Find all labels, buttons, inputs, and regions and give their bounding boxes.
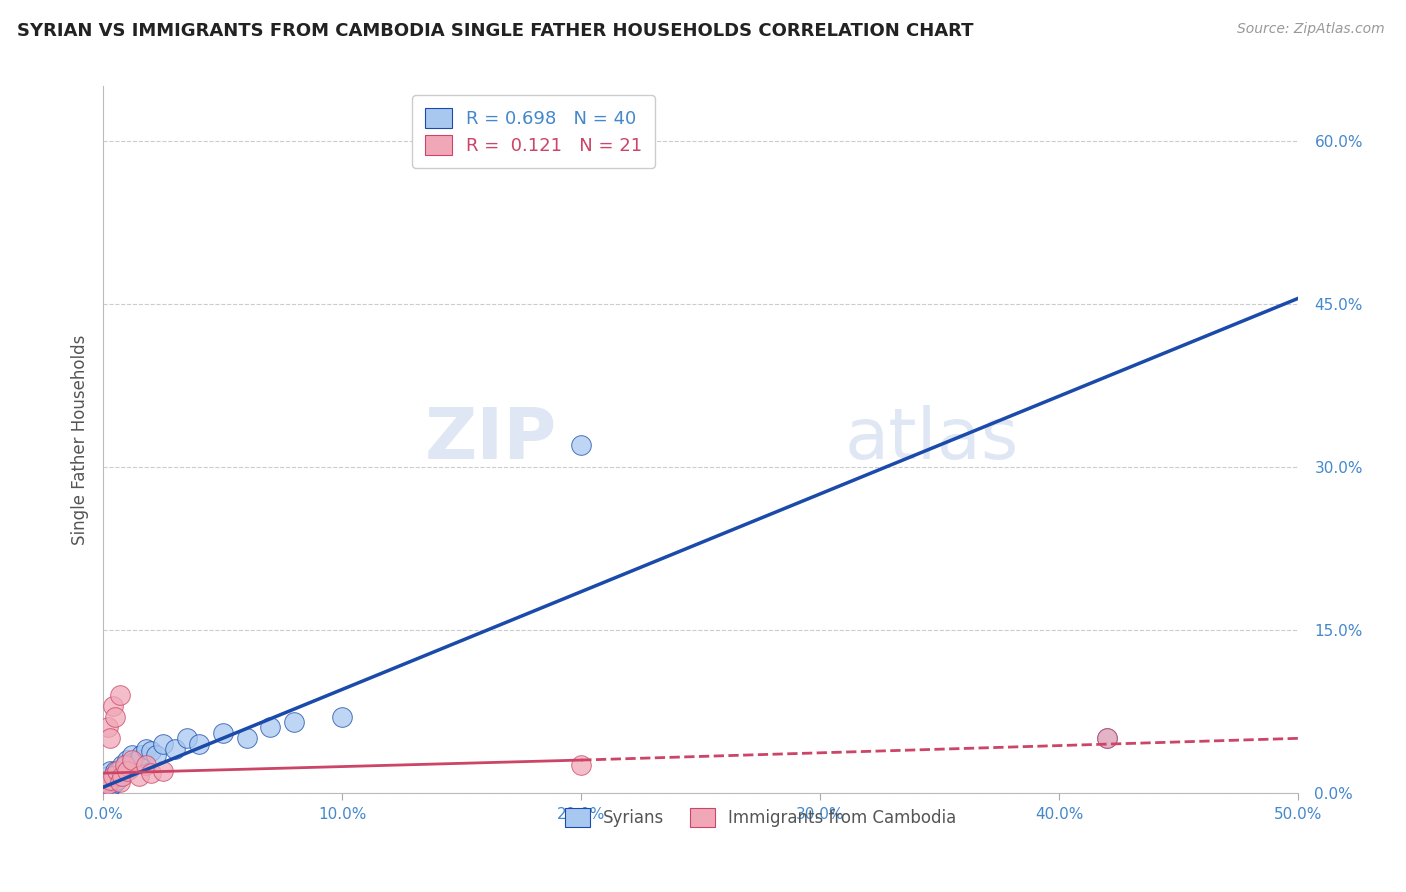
Point	[114, 758, 136, 772]
Point	[98, 780, 121, 795]
Point	[98, 772, 121, 787]
Point	[98, 774, 121, 789]
Point	[97, 777, 120, 791]
Point	[1095, 731, 1118, 746]
Point	[97, 769, 120, 783]
Text: atlas: atlas	[844, 405, 1018, 474]
Point	[187, 737, 209, 751]
Point	[235, 731, 257, 746]
Text: ZIP: ZIP	[425, 405, 557, 474]
Point	[135, 742, 157, 756]
Point	[1095, 731, 1118, 746]
Point	[259, 721, 281, 735]
Point	[97, 721, 120, 735]
Text: SYRIAN VS IMMIGRANTS FROM CAMBODIA SINGLE FATHER HOUSEHOLDS CORRELATION CHART: SYRIAN VS IMMIGRANTS FROM CAMBODIA SINGL…	[17, 22, 973, 40]
Point	[152, 764, 174, 778]
Point	[122, 756, 145, 770]
Point	[569, 438, 592, 452]
Y-axis label: Single Father Households: Single Father Households	[72, 334, 89, 545]
Point	[211, 726, 233, 740]
Point	[94, 774, 117, 789]
Point	[121, 747, 143, 762]
Point	[139, 744, 162, 758]
Legend: Syrians, Immigrants from Cambodia: Syrians, Immigrants from Cambodia	[558, 802, 963, 834]
Point	[139, 766, 162, 780]
Point	[111, 758, 134, 772]
Point	[101, 698, 124, 713]
Point	[94, 780, 117, 795]
Point	[107, 772, 129, 787]
Point	[128, 753, 150, 767]
Point	[104, 764, 127, 778]
Point	[104, 774, 127, 789]
Point	[101, 777, 124, 791]
Point	[115, 764, 138, 778]
Point	[131, 747, 153, 762]
Point	[569, 758, 592, 772]
Point	[101, 772, 124, 787]
Point	[108, 762, 131, 776]
Point	[108, 769, 131, 783]
Point	[135, 758, 157, 772]
Point	[176, 731, 198, 746]
Point	[118, 762, 141, 776]
Point	[98, 764, 121, 778]
Point	[121, 753, 143, 767]
Point	[114, 764, 136, 778]
Point	[152, 737, 174, 751]
Point	[163, 742, 186, 756]
Point	[101, 769, 124, 783]
Point	[104, 769, 127, 783]
Point	[111, 766, 134, 780]
Point	[108, 774, 131, 789]
Point	[145, 747, 167, 762]
Point	[107, 766, 129, 780]
Point	[97, 777, 120, 791]
Point	[115, 758, 138, 772]
Point	[94, 774, 117, 789]
Point	[107, 764, 129, 778]
Point	[330, 709, 353, 723]
Point	[98, 731, 121, 746]
Point	[128, 769, 150, 783]
Point	[115, 753, 138, 767]
Text: Source: ZipAtlas.com: Source: ZipAtlas.com	[1237, 22, 1385, 37]
Point	[104, 709, 127, 723]
Point	[108, 688, 131, 702]
Point	[283, 714, 305, 729]
Point	[111, 769, 134, 783]
